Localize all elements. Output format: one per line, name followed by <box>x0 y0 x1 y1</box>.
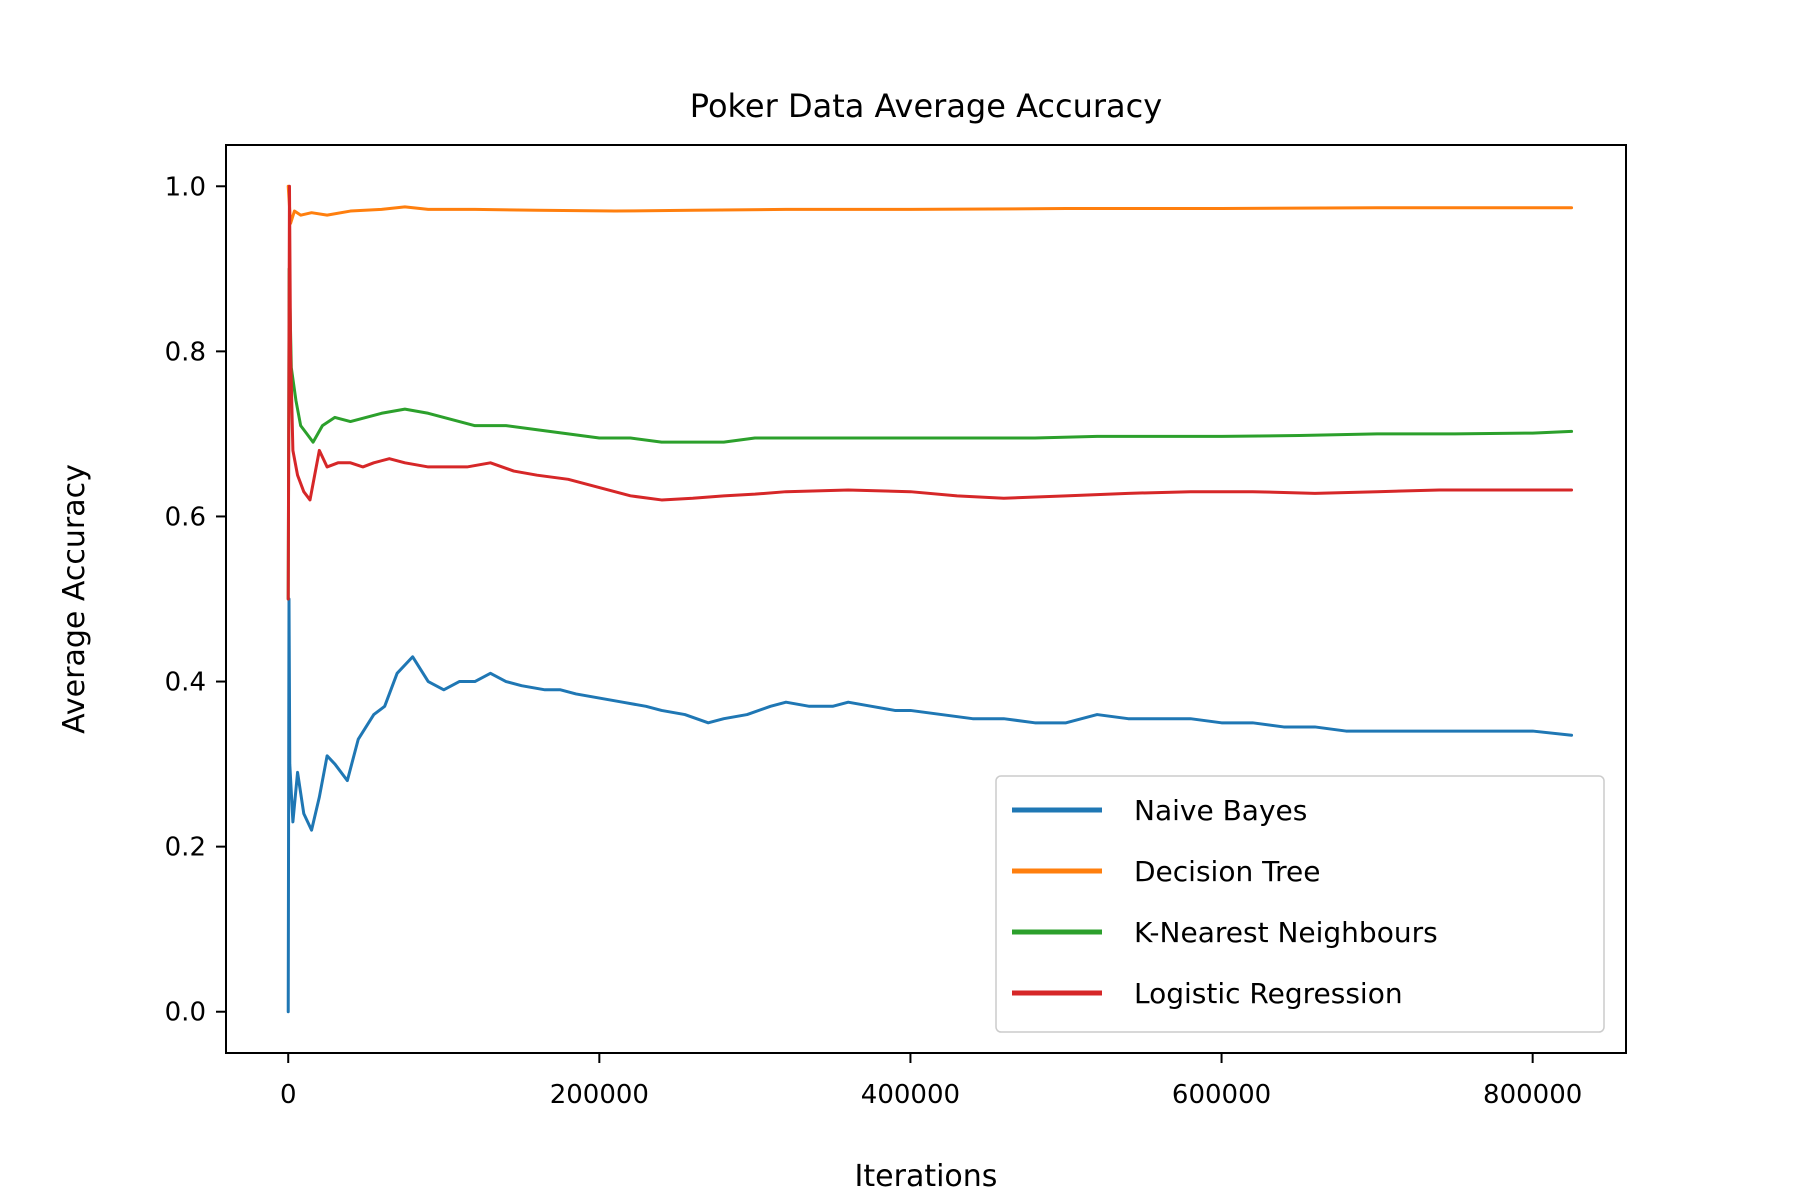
x-tick-label: 200000 <box>550 1080 649 1110</box>
y-tick-label: 0.8 <box>165 337 206 367</box>
series-line-decision-tree <box>286 184 1574 225</box>
chart-title: Poker Data Average Accuracy <box>690 87 1162 125</box>
legend-label-k-nearest-neighbours: K-Nearest Neighbours <box>1134 916 1438 949</box>
y-axis: 0.0 0.2 0.4 0.6 0.8 1.0 <box>165 172 226 1028</box>
plot-area <box>225 144 1627 1054</box>
x-axis: 0 200000 400000 600000 800000 <box>280 1053 1582 1110</box>
y-tick-label: 0.6 <box>165 502 206 532</box>
x-axis-label: Iterations <box>855 1159 998 1194</box>
x-tick-label: 800000 <box>1483 1080 1582 1110</box>
y-tick-label: 0.0 <box>165 998 206 1028</box>
y-tick-label: 0.4 <box>165 668 206 698</box>
series-line-k-nearest-neighbours <box>286 267 1574 601</box>
series-group <box>286 184 1574 1014</box>
series-line-naive-bayes <box>286 597 1574 1014</box>
legend-label-logistic-regression: Logistic Regression <box>1134 977 1403 1010</box>
legend-label-decision-tree: Decision Tree <box>1134 855 1320 888</box>
y-axis-label: Average Accuracy <box>57 464 92 734</box>
x-tick-label: 0 <box>280 1080 297 1110</box>
legend-box <box>995 775 1605 1033</box>
legend-label-naive-bayes: Naive Bayes <box>1134 794 1307 827</box>
series-line-logistic-regression <box>286 184 1574 601</box>
x-tick-label: 400000 <box>861 1080 960 1110</box>
x-tick-label: 600000 <box>1172 1080 1271 1110</box>
y-tick-label: 0.2 <box>165 833 206 863</box>
legend: Naive Bayes Decision Tree K-Nearest Neighb… <box>995 775 1605 1033</box>
y-tick-label: 1.0 <box>165 172 206 202</box>
plot-frame <box>225 144 1627 1054</box>
